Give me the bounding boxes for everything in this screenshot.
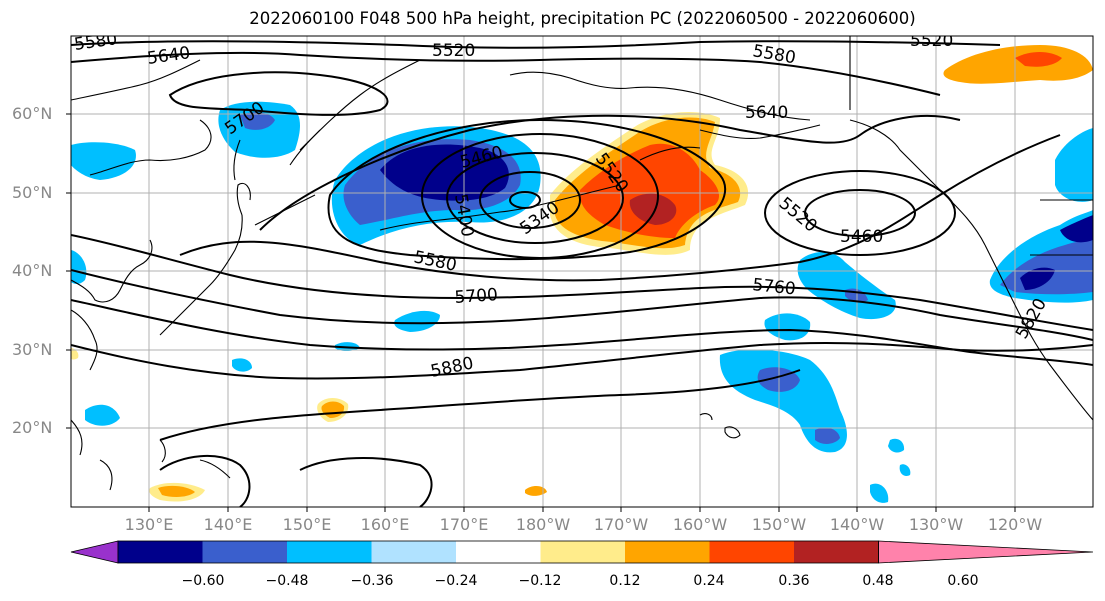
colorbar-tick-label: 0.60 <box>947 573 979 589</box>
map-title: 2022060100 F048 500 hPa height, precipit… <box>249 9 916 28</box>
map-frame <box>66 35 1094 512</box>
contour-label: 5460 <box>840 227 883 247</box>
colorbar-segment <box>625 541 710 563</box>
contour-label: 5700 <box>454 285 499 308</box>
colorbar-tick-label: −0.24 <box>434 573 478 589</box>
colorbar-segment <box>287 541 372 563</box>
lon-label-170w: 170°W <box>593 515 649 534</box>
colorbar-segment <box>456 541 541 563</box>
colorbar-outline <box>117 540 879 564</box>
colorbar-segment <box>540 541 626 563</box>
map-gridlines <box>71 36 1093 507</box>
contour-label: 5760 <box>751 275 796 299</box>
colorbar-tick-label: −0.12 <box>518 573 562 589</box>
contour-label: 5640 <box>745 103 788 123</box>
lon-label-130e: 130°E <box>124 515 174 534</box>
colorbar-segment <box>371 541 457 563</box>
colorbar-tick-label: −0.36 <box>350 573 394 589</box>
lat-label-50n: 50°N <box>12 183 53 202</box>
colorbar-tick-label: −0.60 <box>181 573 225 589</box>
colorbar-segment <box>709 541 795 563</box>
lon-label-160w: 160°W <box>672 515 728 534</box>
colorbar-segment <box>118 541 203 563</box>
colorbar <box>70 540 1094 564</box>
lon-label-120w: 120°W <box>987 515 1043 534</box>
colorbar-arrow-left <box>70 540 119 564</box>
colorbar-segment <box>202 541 288 563</box>
height-contours <box>71 40 1093 507</box>
lat-label-40n: 40°N <box>12 261 53 280</box>
lon-label-180w: 180°W <box>515 515 571 534</box>
lat-label-60n: 60°N <box>12 104 53 123</box>
lon-label-150e: 150°E <box>282 515 332 534</box>
lon-label-160e: 160°E <box>360 515 410 534</box>
colorbar-tick-label: −0.48 <box>265 573 309 589</box>
contour-label: 5520 <box>432 41 475 61</box>
contour-label: 5580 <box>73 29 119 55</box>
colorbar-tick-label: 0.24 <box>693 573 725 589</box>
colorbar-tick-label: 0.48 <box>862 573 894 589</box>
lon-label-140e: 140°E <box>203 515 253 534</box>
lon-label-140w: 140°W <box>829 515 885 534</box>
colorbar-tick-label: 0.12 <box>609 573 641 589</box>
colorbar-tick-label: 0.36 <box>778 573 810 589</box>
lat-label-20n: 20°N <box>12 418 53 437</box>
colorbar-arrow-right <box>878 540 1094 564</box>
lon-label-150w: 150°W <box>751 515 807 534</box>
contour-label: 5520 <box>910 31 953 51</box>
lon-label-170e: 170°E <box>439 515 489 534</box>
colorbar-segment <box>794 541 879 563</box>
lon-label-130w: 130°W <box>908 515 964 534</box>
coastlines <box>71 36 1093 491</box>
lat-label-30n: 30°N <box>12 340 53 359</box>
